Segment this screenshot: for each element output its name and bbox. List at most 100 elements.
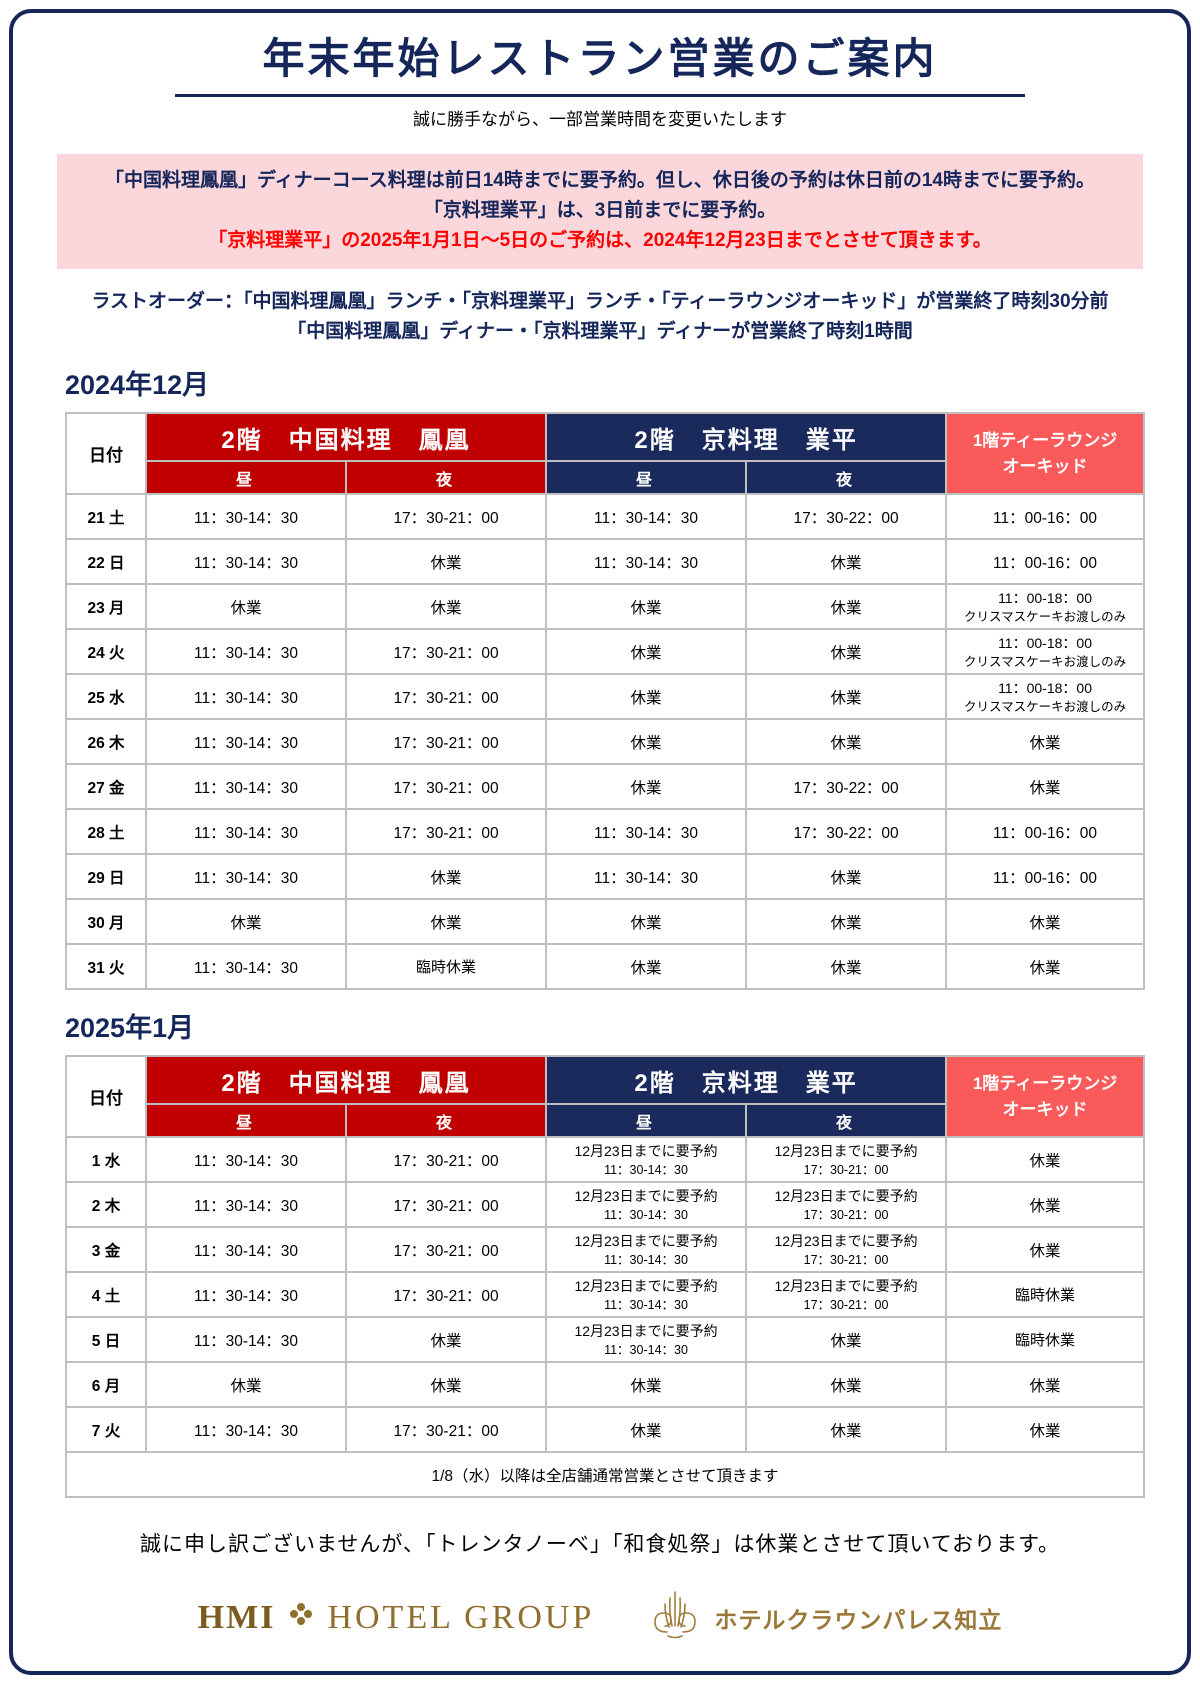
hours-cell: 休業 bbox=[545, 898, 748, 946]
hmi-logo-text: HMI bbox=[197, 1598, 276, 1636]
date-cell: 21 土 bbox=[65, 493, 147, 541]
hours-cell: 11：30-14：30 bbox=[545, 538, 748, 586]
table-row: 4 土 11：30-14：30 17：30-21：00 12月23日までに要予約 11：… bbox=[65, 1271, 1146, 1319]
hours-cell: 12月23日までに要予約 17：30-21：00 bbox=[745, 1136, 948, 1184]
hours-cell: 11：30-14：30 bbox=[145, 1181, 347, 1229]
hours-cell: 11：00-16：00 bbox=[945, 808, 1146, 856]
poster-page: 年末年始レストラン営業のご案内 誠に勝手ながら、一部営業時間を変更いたします 「… bbox=[9, 9, 1191, 1675]
table-row: 1/8（水）以降は全店舗通常営業とさせて頂きます bbox=[64, 1451, 1146, 1499]
hours-cell: 11：30-14：30 bbox=[145, 1271, 347, 1319]
date-cell: 22 日 bbox=[65, 538, 147, 586]
hours-cell: 12月23日までに要予約 17：30-21：00 bbox=[745, 1226, 948, 1274]
hours-cell: 17：30-22：00 bbox=[745, 493, 948, 541]
hours-cell: 休業 bbox=[344, 538, 548, 586]
table-row: 22 日 11：30-14：30 休業 11：30-14：30 休業 11：00-16：0… bbox=[65, 538, 1146, 586]
hours-cell: 臨時休業 bbox=[344, 943, 548, 991]
hours-cell: 17：30-21：00 bbox=[344, 628, 548, 676]
table-row: 7 火 11：30-14：30 17：30-21：00 休業 休業 休業 bbox=[65, 1406, 1146, 1454]
hours-cell: 休業 bbox=[344, 898, 548, 946]
last-order-note: ラストオーダー：「中国料理鳳凰」ランチ・「京料理業平」ランチ・「ティーラウンジオ… bbox=[13, 287, 1187, 348]
hours-cell: 休業 bbox=[945, 1181, 1146, 1229]
date-cell: 27 金 bbox=[65, 763, 147, 811]
date-cell: 23 月 bbox=[65, 583, 147, 631]
table-row: 21 土 11：30-14：30 17：30-21：00 11：30-14：30 17：… bbox=[65, 493, 1146, 541]
col-header-kyoto-restaurant: 2階 京料理 業平 bbox=[545, 412, 948, 463]
flower-icon bbox=[287, 1599, 315, 1637]
hours-cell: 休業 bbox=[945, 1361, 1146, 1409]
hours-cell: 休業 bbox=[545, 718, 748, 766]
hours-cell: 12月23日までに要予約 11：30-14：30 bbox=[545, 1316, 748, 1364]
date-cell: 28 土 bbox=[65, 808, 147, 856]
date-cell: 4 土 bbox=[65, 1271, 147, 1319]
hours-cell: 17：30-21：00 bbox=[344, 718, 548, 766]
hours-cell: 休業 bbox=[945, 763, 1146, 811]
hours-cell: 11：30-14：30 bbox=[145, 493, 347, 541]
hours-cell: 休業 bbox=[145, 898, 347, 946]
notice-line-3: 「京料理業平」の2025年1月1日～5日のご予約は、2024年12月23日までと… bbox=[208, 230, 992, 252]
table-row: 2 木 11：30-14：30 17：30-21：00 12月23日までに要予約 11：… bbox=[65, 1181, 1146, 1229]
section-heading-december: 2024年12月 bbox=[65, 370, 210, 401]
date-cell: 7 火 bbox=[65, 1406, 147, 1454]
date-cell: 30 月 bbox=[65, 898, 147, 946]
hours-cell: 17：30-21：00 bbox=[344, 1136, 548, 1184]
col-header-dinner: 夜 bbox=[745, 1103, 948, 1139]
hours-cell: 休業 bbox=[945, 718, 1146, 766]
hours-cell: 休業 bbox=[945, 1406, 1146, 1454]
january-hours-table: 日付 2階 中国料理 鳳凰 2階 京料理 業平 1階ティーラウンジ オーキッド … bbox=[64, 1055, 1146, 1499]
hours-cell: 休業 bbox=[145, 1361, 347, 1409]
hours-cell: 休業 bbox=[344, 1361, 548, 1409]
table-row: 26 木 11：30-14：30 17：30-21：00 休業 休業 休業 bbox=[65, 718, 1146, 766]
hours-cell: 17：30-21：00 bbox=[344, 673, 548, 721]
hours-cell: 11：00-18：00 クリスマスケーキお渡しのみ bbox=[945, 673, 1146, 721]
page-title: 年末年始レストラン営業のご案内 bbox=[262, 35, 938, 82]
date-cell: 29 日 bbox=[65, 853, 147, 901]
last-order-line-1: ラストオーダー：「中国料理鳳凰」ランチ・「京料理業平」ランチ・「ティーラウンジオ… bbox=[91, 290, 1109, 312]
hours-cell: 休業 bbox=[945, 1136, 1146, 1184]
hours-cell: 休業 bbox=[745, 943, 948, 991]
col-header-lunch: 昼 bbox=[145, 460, 347, 496]
hours-cell: 休業 bbox=[945, 898, 1146, 946]
crown-palace-logo: ホテルクラウンパレス知立 bbox=[646, 1586, 1002, 1649]
hours-cell: 休業 bbox=[545, 763, 748, 811]
date-cell: 1 水 bbox=[65, 1136, 147, 1184]
notice-line-2: 「京料理業平」は、3日前までに要予約。 bbox=[423, 199, 777, 221]
hours-cell: 17：30-21：00 bbox=[344, 1271, 548, 1319]
section-heading-january: 2025年1月 bbox=[65, 1013, 195, 1044]
hours-cell: 休業 bbox=[745, 673, 948, 721]
col-header-lunch: 昼 bbox=[545, 1103, 748, 1139]
hours-cell: 11：30-14：30 bbox=[145, 763, 347, 811]
col-header-lunch: 昼 bbox=[145, 1103, 347, 1139]
col-header-date: 日付 bbox=[65, 412, 147, 496]
date-cell: 31 火 bbox=[65, 943, 147, 991]
hours-cell: 11：00-18：00 クリスマスケーキお渡しのみ bbox=[945, 583, 1146, 631]
hours-cell: 休業 bbox=[745, 628, 948, 676]
hours-cell: 休業 bbox=[745, 853, 948, 901]
hours-cell: 12月23日までに要予約 17：30-21：00 bbox=[745, 1181, 948, 1229]
hours-cell: 12月23日までに要予約 11：30-14：30 bbox=[545, 1271, 748, 1319]
hours-cell: 休業 bbox=[945, 943, 1146, 991]
hours-cell: 11：30-14：30 bbox=[145, 718, 347, 766]
table-row: 30 月休業 休業 休業 休業 休業 bbox=[65, 898, 1146, 946]
hours-cell: 休業 bbox=[145, 583, 347, 631]
col-header-date: 日付 bbox=[65, 1055, 147, 1139]
hotel-group-logo-text: HOTEL GROUP bbox=[327, 1598, 595, 1636]
closure-note: 誠に申し訳ございませんが、「トレンタノーベ」「和食処祭」は休業とさせて頂いており… bbox=[140, 1533, 1060, 1557]
hours-cell: 17：30-21：00 bbox=[344, 808, 548, 856]
hours-cell: 11：30-14：30 bbox=[145, 943, 347, 991]
date-cell: 25 水 bbox=[65, 673, 147, 721]
hours-cell: 11：30-14：30 bbox=[145, 808, 347, 856]
col-header-dinner: 夜 bbox=[344, 460, 548, 496]
hours-cell: 休業 bbox=[745, 583, 948, 631]
hotel-name-logo-text: ホテルクラウンパレス知立 bbox=[714, 1606, 1003, 1633]
hours-cell: 休業 bbox=[344, 1316, 548, 1364]
hours-cell: 休業 bbox=[745, 898, 948, 946]
hours-cell: 11：30-14：30 bbox=[145, 628, 347, 676]
hours-cell: 11：30-14：30 bbox=[545, 853, 748, 901]
hours-cell: 11：00-18：00 クリスマスケーキお渡しのみ bbox=[945, 628, 1146, 676]
date-cell: 2 木 bbox=[65, 1181, 147, 1229]
table-row: 29 日 11：30-14：30 休業 11：30-14：30 休業 11：00-16：0… bbox=[65, 853, 1146, 901]
hours-cell: 休業 bbox=[545, 628, 748, 676]
col-header-chinese-restaurant: 2階 中国料理 鳳凰 bbox=[144, 412, 548, 463]
hours-cell: 休業 bbox=[344, 583, 548, 631]
notice-line-1: 「中国料理鳳凰」ディナーコース料理は前日14時までに要予約。但し、休日後の予約は… bbox=[105, 169, 1095, 191]
